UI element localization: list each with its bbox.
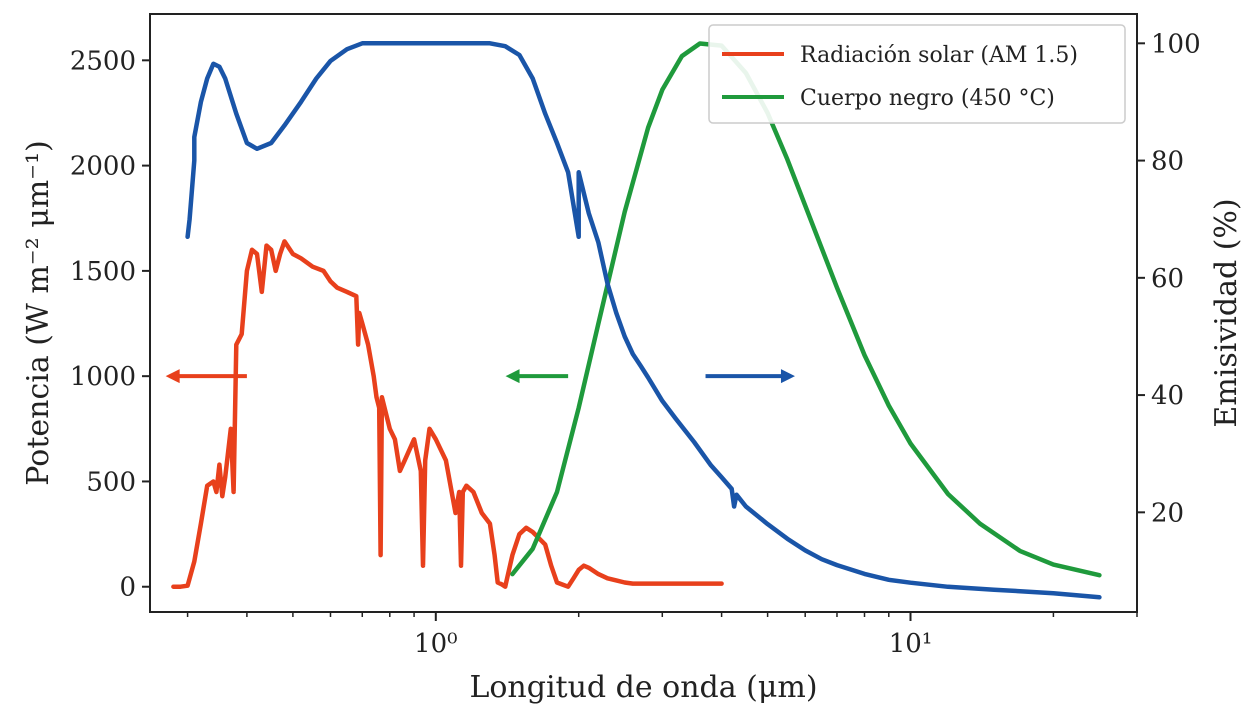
arrow-head — [505, 369, 520, 384]
y-left-tick-label: 2000 — [70, 152, 136, 182]
y-right-tick-label: 60 — [1151, 264, 1184, 294]
y-left-tick-label: 1000 — [70, 362, 136, 392]
y-axis-label-left: Potencia (W m⁻² μm⁻¹) — [21, 140, 56, 485]
legend-box — [708, 24, 1126, 124]
y-right-tick-label: 100 — [1151, 29, 1201, 59]
x-tick-label: 10¹ — [889, 629, 933, 659]
legend-label-solar: Radiación solar (AM 1.5) — [800, 43, 1078, 68]
solar-radiation-line — [171, 239, 724, 589]
legend-label-blackbody: Cuerpo negro (450 °C) — [800, 86, 1055, 111]
legend: Radiación solar (AM 1.5) Cuerpo negro (4… — [708, 24, 1126, 124]
emissivity-line — [185, 41, 1102, 600]
y-right-tick-label: 40 — [1151, 381, 1184, 411]
arrow-head — [780, 369, 795, 384]
x-axis-label: Longitud de onda (μm) — [469, 670, 817, 704]
y-left-tick-label: 2500 — [70, 46, 136, 76]
y-left-tick-label: 500 — [86, 467, 136, 497]
arrow-head — [165, 369, 180, 384]
y-left-tick-label: 1500 — [70, 257, 136, 287]
ticks-layer: 0 500 1000 1500 2000 2500 20 40 60 80 100 10⁰ 10¹ — [70, 29, 1201, 659]
x-tick-label: 10⁰ — [414, 629, 458, 659]
y-left-tick-label: 0 — [119, 573, 136, 603]
y-right-tick-label: 20 — [1151, 498, 1184, 528]
y-right-tick-label: 80 — [1151, 147, 1184, 177]
y-axis-label-right: Emisividad (%) — [1209, 198, 1244, 427]
annotations-layer — [165, 369, 795, 384]
